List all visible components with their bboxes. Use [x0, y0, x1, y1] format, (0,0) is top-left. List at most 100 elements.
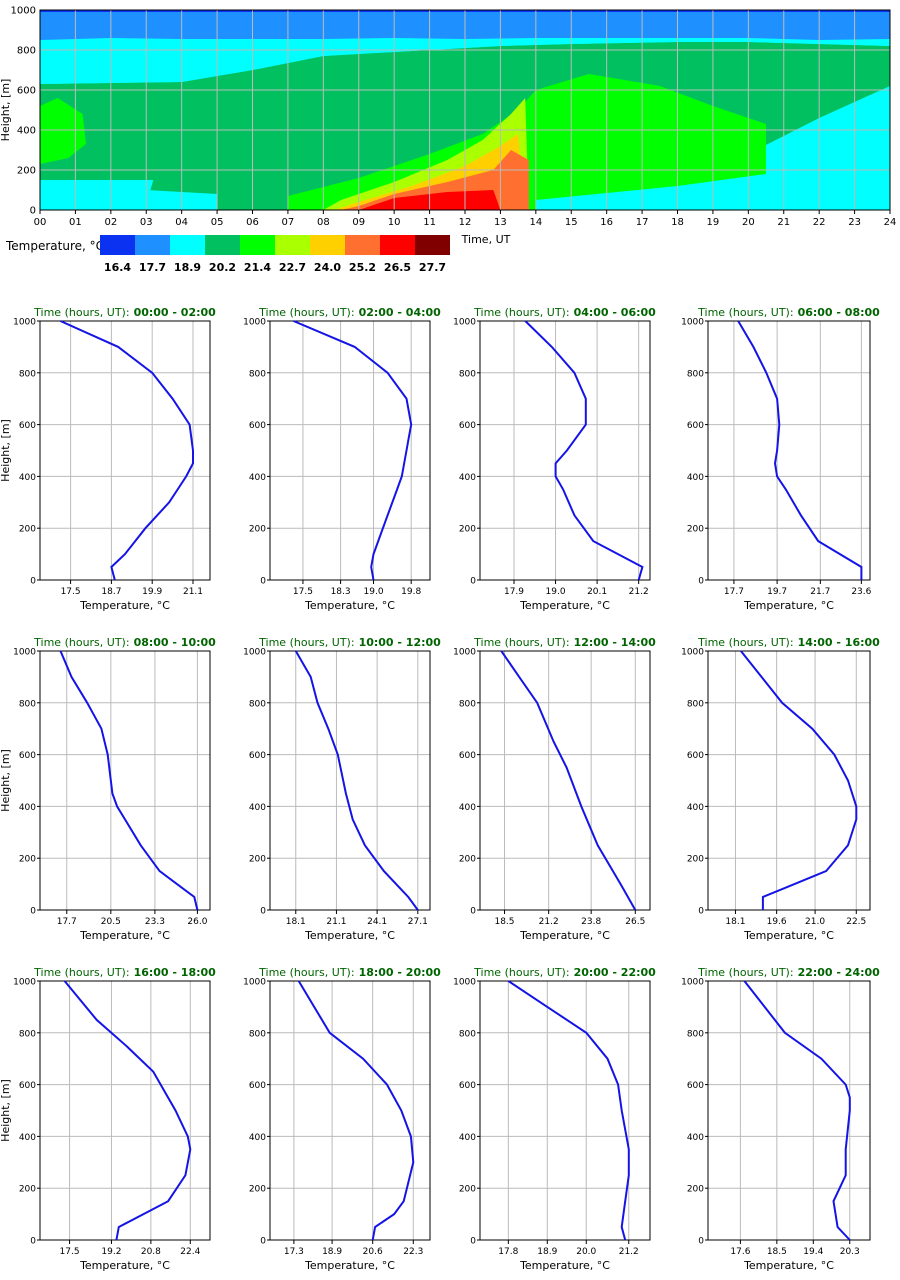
- heatmap-ytick-label: 200: [17, 166, 36, 177]
- panel-ytick-label: 600: [459, 421, 476, 431]
- heatmap-xlabel: Time, UT: [461, 233, 511, 246]
- colorbar-label: 20.2: [209, 261, 236, 274]
- panel-frame: [269, 980, 431, 1241]
- panel-ytick-label: 200: [19, 1185, 36, 1195]
- colorbar-label: 21.4: [244, 261, 271, 274]
- panel-ytick-label: 1000: [681, 648, 704, 658]
- heatmap-xtick-label: 00: [34, 217, 47, 228]
- temperature-profile-line: [737, 320, 863, 580]
- panel-ytick-label: 400: [687, 803, 704, 813]
- colorbar-swatch: [415, 235, 450, 255]
- heatmap-region: [287, 74, 766, 210]
- heatmap-xtick-label: 02: [104, 217, 117, 228]
- temperature-profile-line: [524, 320, 644, 581]
- panel-xtick-label: 19.7: [767, 587, 787, 597]
- panel-ytick-label: 1000: [243, 978, 266, 988]
- panel-ytick-label: 400: [19, 803, 36, 813]
- panel-xtick-label: 17.5: [293, 587, 313, 597]
- colorbar-label: 22.7: [279, 261, 306, 274]
- temperature-profile-line: [59, 650, 199, 911]
- panel-frame: [707, 980, 871, 1241]
- panel-xtick-label: 17.9: [504, 587, 524, 597]
- panel-xtick-label: 17.5: [61, 587, 81, 597]
- panel-xlabel: Temperature, °C: [519, 1259, 610, 1272]
- panel-xtick-label: 19.9: [142, 587, 162, 597]
- heatmap-xtick-label: 07: [282, 217, 295, 228]
- panel-xtick-label: 21.2: [629, 587, 649, 597]
- panel-title-prefix: Time (hours, UT):: [33, 966, 129, 979]
- panel-title-prefix: Time (hours, UT):: [473, 306, 569, 319]
- panel-ytick-label: 0: [260, 577, 266, 587]
- panel-ytick-label: 600: [249, 1081, 266, 1091]
- panel-ytick-label: 1000: [13, 648, 36, 658]
- panel-ytick-label: 200: [687, 855, 704, 865]
- panel-title-prefix: Time (hours, UT):: [697, 306, 793, 319]
- panel-ytick-label: 0: [260, 907, 266, 917]
- panel-ytick-label: 800: [459, 369, 476, 379]
- panel-title: Time (hours, UT): 18:00 - 20:00: [258, 966, 441, 979]
- panel-xtick-label: 21.2: [619, 1247, 639, 1257]
- temperature-profile-line: [743, 980, 851, 1241]
- panel-xtick-label: 21.1: [326, 917, 346, 927]
- heatmap-ytick-label: 0: [30, 206, 36, 217]
- panel-ytick-label: 600: [19, 1081, 36, 1091]
- panel-title: Time (hours, UT): 16:00 - 18:00: [33, 966, 216, 979]
- panel-xtick-label: 18.7: [101, 587, 121, 597]
- panel-ytick-label: 1000: [13, 318, 36, 328]
- panel-xtick-label: 17.6: [730, 1247, 750, 1257]
- panel-xlabel: Temperature, °C: [743, 1259, 834, 1272]
- heatmap-xtick-label: 19: [707, 217, 720, 228]
- temperature-profile-line: [293, 320, 413, 581]
- panel-ytick-label: 800: [249, 369, 266, 379]
- colorbar-label: 26.5: [384, 261, 411, 274]
- panel-ytick-label: 0: [260, 1237, 266, 1247]
- heatmap-xtick-label: 20: [742, 217, 755, 228]
- panel-title: Time (hours, UT): 04:00 - 06:00: [473, 306, 656, 319]
- panel-xtick-label: 17.5: [60, 1247, 80, 1257]
- panel-ytick-label: 200: [19, 525, 36, 535]
- panel-xtick-label: 23.3: [145, 917, 165, 927]
- panel-title: Time (hours, UT): 06:00 - 08:00: [697, 306, 880, 319]
- colorbar-swatch: [170, 235, 205, 255]
- heatmap-ylabel: Height, [m]: [0, 79, 12, 142]
- colorbar-label: 27.7: [419, 261, 446, 274]
- panel-ytick-label: 0: [470, 577, 476, 587]
- panel-ytick-label: 600: [687, 1081, 704, 1091]
- panel-xlabel: Temperature, °C: [519, 929, 610, 942]
- panel-title: Time (hours, UT): 08:00 - 10:00: [33, 636, 216, 649]
- panel-ytick-label: 400: [249, 803, 266, 813]
- panel-title-range: 08:00 - 10:00: [134, 636, 217, 649]
- panel-title-prefix: Time (hours, UT):: [258, 966, 354, 979]
- panel-title-prefix: Time (hours, UT):: [697, 636, 793, 649]
- panel-xtick-label: 20.3: [840, 1247, 860, 1257]
- panel-title-prefix: Time (hours, UT):: [473, 636, 569, 649]
- heatmap-ytick-label: 1000: [11, 6, 36, 17]
- panel-xtick-label: 22.5: [846, 917, 866, 927]
- heatmap-xtick-label: 06: [246, 217, 259, 228]
- panel-ytick-label: 600: [459, 751, 476, 761]
- panel-title-prefix: Time (hours, UT):: [258, 636, 354, 649]
- panel-ytick-label: 800: [19, 699, 36, 709]
- heatmap-xtick-label: 08: [317, 217, 330, 228]
- panel-ytick-label: 600: [687, 751, 704, 761]
- panel-xtick-label: 19.0: [546, 587, 566, 597]
- colorbar-label: 25.2: [349, 261, 376, 274]
- panel-ytick-label: 0: [698, 907, 704, 917]
- heatmap-xtick-label: 16: [600, 217, 613, 228]
- panel-frame: [707, 320, 871, 581]
- panel-ytick-label: 1000: [13, 978, 36, 988]
- panel-ytick-label: 1000: [453, 648, 476, 658]
- panel-title-range: 14:00 - 16:00: [798, 636, 881, 649]
- colorbar-swatch: [205, 235, 240, 255]
- panel-ytick-label: 200: [19, 855, 36, 865]
- panel-ytick-label: 400: [687, 473, 704, 483]
- panel-title: Time (hours, UT): 22:00 - 24:00: [697, 966, 880, 979]
